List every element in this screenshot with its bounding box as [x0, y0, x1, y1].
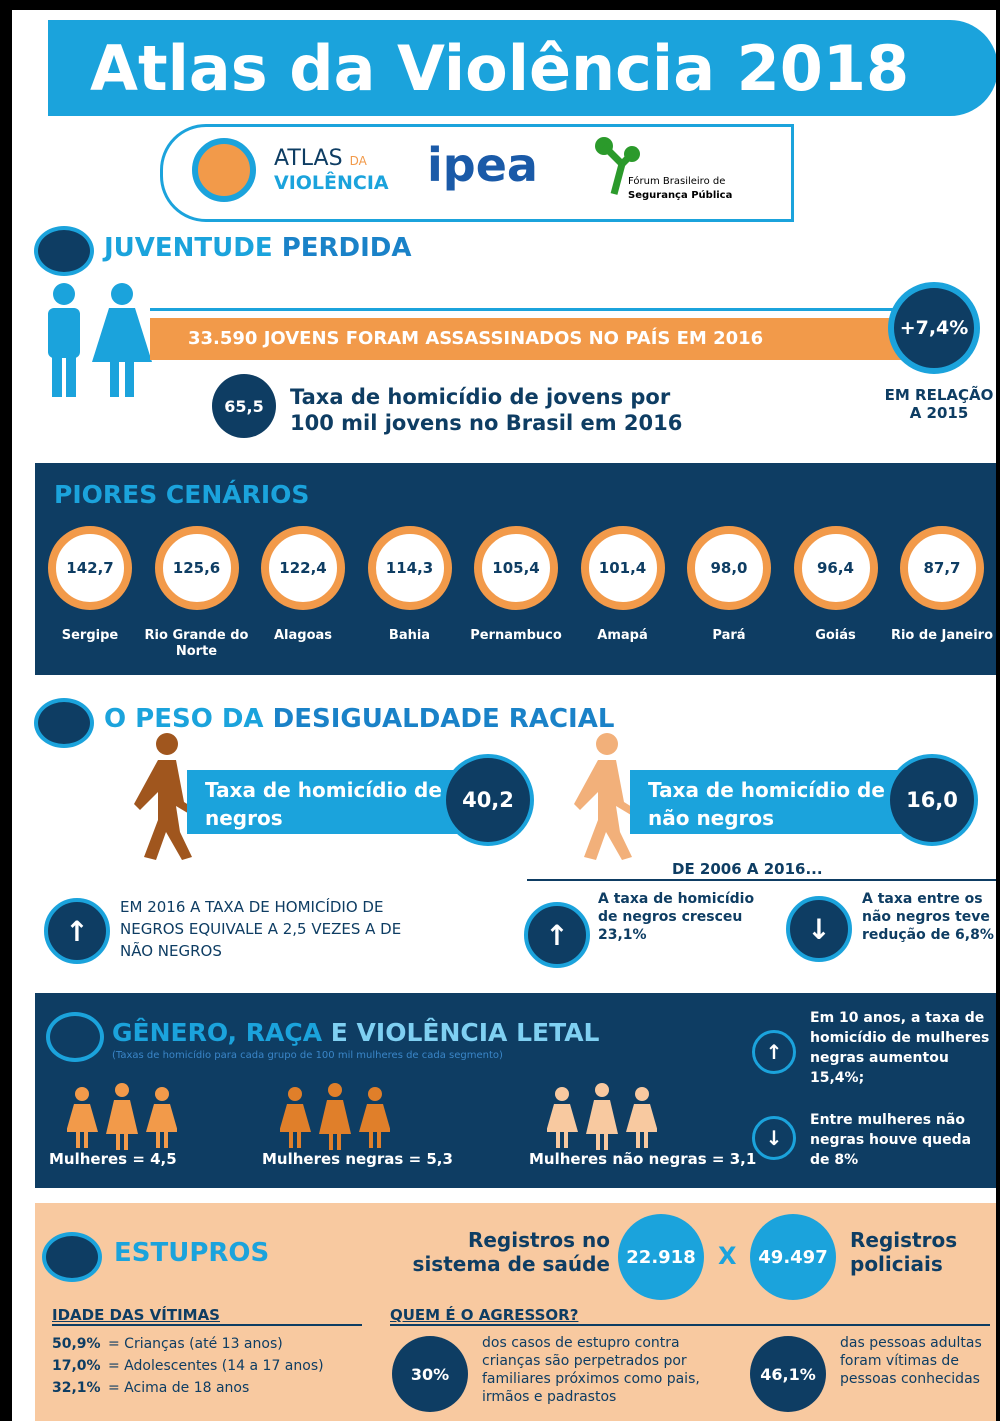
arrow-down-icon: ↓: [786, 896, 852, 962]
rate-badge: 40,2: [442, 754, 534, 846]
infographic: Atlas da Violência 2018 ATLAS DA VIOLÊNC…: [12, 10, 996, 1421]
state-badge: 96,4: [794, 526, 878, 610]
state-badge: 114,3: [368, 526, 452, 610]
logo-text: Segurança Pública: [628, 190, 732, 201]
note: EM 2016 A TAXA DE HOMICÍDIO DE NEGROS EQ…: [120, 896, 430, 962]
state-name: Amapá: [568, 628, 678, 644]
arrow-up-icon: ↑: [44, 898, 110, 964]
logo-text: ipea: [427, 138, 538, 192]
rate-badge: 65,5: [212, 374, 276, 438]
rate-bar: Taxa de homicídio de não negros: [630, 770, 910, 834]
people-icon: [34, 282, 164, 402]
age-pct: 32,1%: [52, 1380, 101, 1396]
section-title: JUVENTUDE PERDIDA: [104, 233, 411, 263]
rule: [150, 308, 910, 311]
state-badge: 122,4: [261, 526, 345, 610]
state-name: Rio de Janeiro: [887, 628, 996, 644]
section-title: PIORES CENÁRIOS: [54, 480, 309, 509]
state-badge: 125,6: [155, 526, 239, 610]
aggressor-text: dos casos de estupro contra crianças são…: [482, 1334, 742, 1406]
group-label: Mulheres = 4,5: [49, 1150, 177, 1168]
label: Registros no sistema de saúde: [380, 1228, 610, 1276]
value-badge: 22.918: [618, 1214, 704, 1300]
forum-icon: [592, 134, 642, 198]
logo-text: Fórum Brasileiro de: [628, 176, 725, 187]
logo-text: VIOLÊNCIA: [274, 172, 389, 194]
state-badge: 87,7: [900, 526, 984, 610]
state-badge: 142,7: [48, 526, 132, 610]
change-badge: +7,4%: [888, 282, 980, 374]
subheading: QUEM É O AGRESSOR?: [390, 1306, 990, 1326]
state-name: Pará: [674, 628, 784, 644]
aggressor-text: das pessoas adultas foram vítimas de pes…: [840, 1334, 996, 1388]
banner: 33.590 JOVENS FORAM ASSASSINADOS NO PAÍS…: [150, 318, 910, 360]
logo-text: ATLAS DA: [274, 146, 367, 171]
state-name: Rio Grande do Norte: [142, 628, 252, 660]
aggressor-badge: 30%: [392, 1336, 468, 1412]
versus: X: [718, 1242, 737, 1270]
state-name: Sergipe: [35, 628, 145, 644]
state-name: Goiás: [781, 628, 891, 644]
state-badge: 98,0: [687, 526, 771, 610]
page: Atlas da Violência 2018 ATLAS DA VIOLÊNC…: [0, 0, 1000, 1421]
arrow-up-icon: ↑: [524, 902, 590, 968]
arrow-down-icon: ↓: [752, 1116, 796, 1160]
age-label: = Adolescentes (14 a 17 anos): [108, 1358, 324, 1374]
group-label: Mulheres não negras = 3,1: [529, 1150, 756, 1168]
state-name: Bahia: [355, 628, 465, 644]
rate-badge: 16,0: [886, 754, 978, 846]
women-icon: [67, 1082, 177, 1156]
value-badge: 49.497: [750, 1214, 836, 1300]
section-title: ESTUPROS: [114, 1238, 269, 1268]
subtitle: (Taxas de homicídio para cada grupo de 1…: [112, 1050, 503, 1061]
trend: A taxa de homicídio de negros cresceu 23…: [598, 890, 758, 944]
group-label: Mulheres negras = 5,3: [262, 1150, 453, 1168]
note: Entre mulheres não negras houve queda de…: [810, 1110, 995, 1170]
age-pct: 17,0%: [52, 1358, 101, 1374]
state-badge: 105,4: [474, 526, 558, 610]
state-badge: 101,4: [581, 526, 665, 610]
state-name: Pernambuco: [461, 628, 571, 644]
subheading: IDADE DAS VÍTIMAS: [52, 1306, 362, 1326]
rule: [527, 879, 996, 881]
section-bullet: [42, 1232, 102, 1282]
age-label: = Acima de 18 anos: [108, 1380, 249, 1396]
section-bullet: [46, 1012, 104, 1062]
section-title: GÊNERO, RAÇA E VIOLÊNCIA LETAL: [112, 1018, 599, 1047]
age-pct: 50,9%: [52, 1336, 101, 1352]
note: Em 10 anos, a taxa de homicídio de mulhe…: [810, 1008, 995, 1088]
label: Registros policiais: [850, 1228, 980, 1276]
atlas-icon: [192, 138, 256, 202]
title: Atlas da Violência 2018: [90, 32, 909, 105]
women-icon: [547, 1082, 657, 1156]
rate-bar: Taxa de homicídio de negros: [187, 770, 467, 834]
aggressor-badge: 46,1%: [750, 1336, 826, 1412]
age-label: = Crianças (até 13 anos): [108, 1336, 283, 1352]
women-icon: [280, 1082, 390, 1156]
period: DE 2006 A 2016...: [672, 860, 823, 878]
trend: A taxa entre os não negros teve redução …: [862, 890, 996, 944]
section-title: O PESO DA DESIGUALDADE RACIAL: [104, 704, 614, 734]
section-bullet: [34, 226, 94, 276]
state-name: Alagoas: [248, 628, 358, 644]
arrow-up-icon: ↑: [752, 1030, 796, 1074]
section-bullet: [34, 698, 94, 748]
